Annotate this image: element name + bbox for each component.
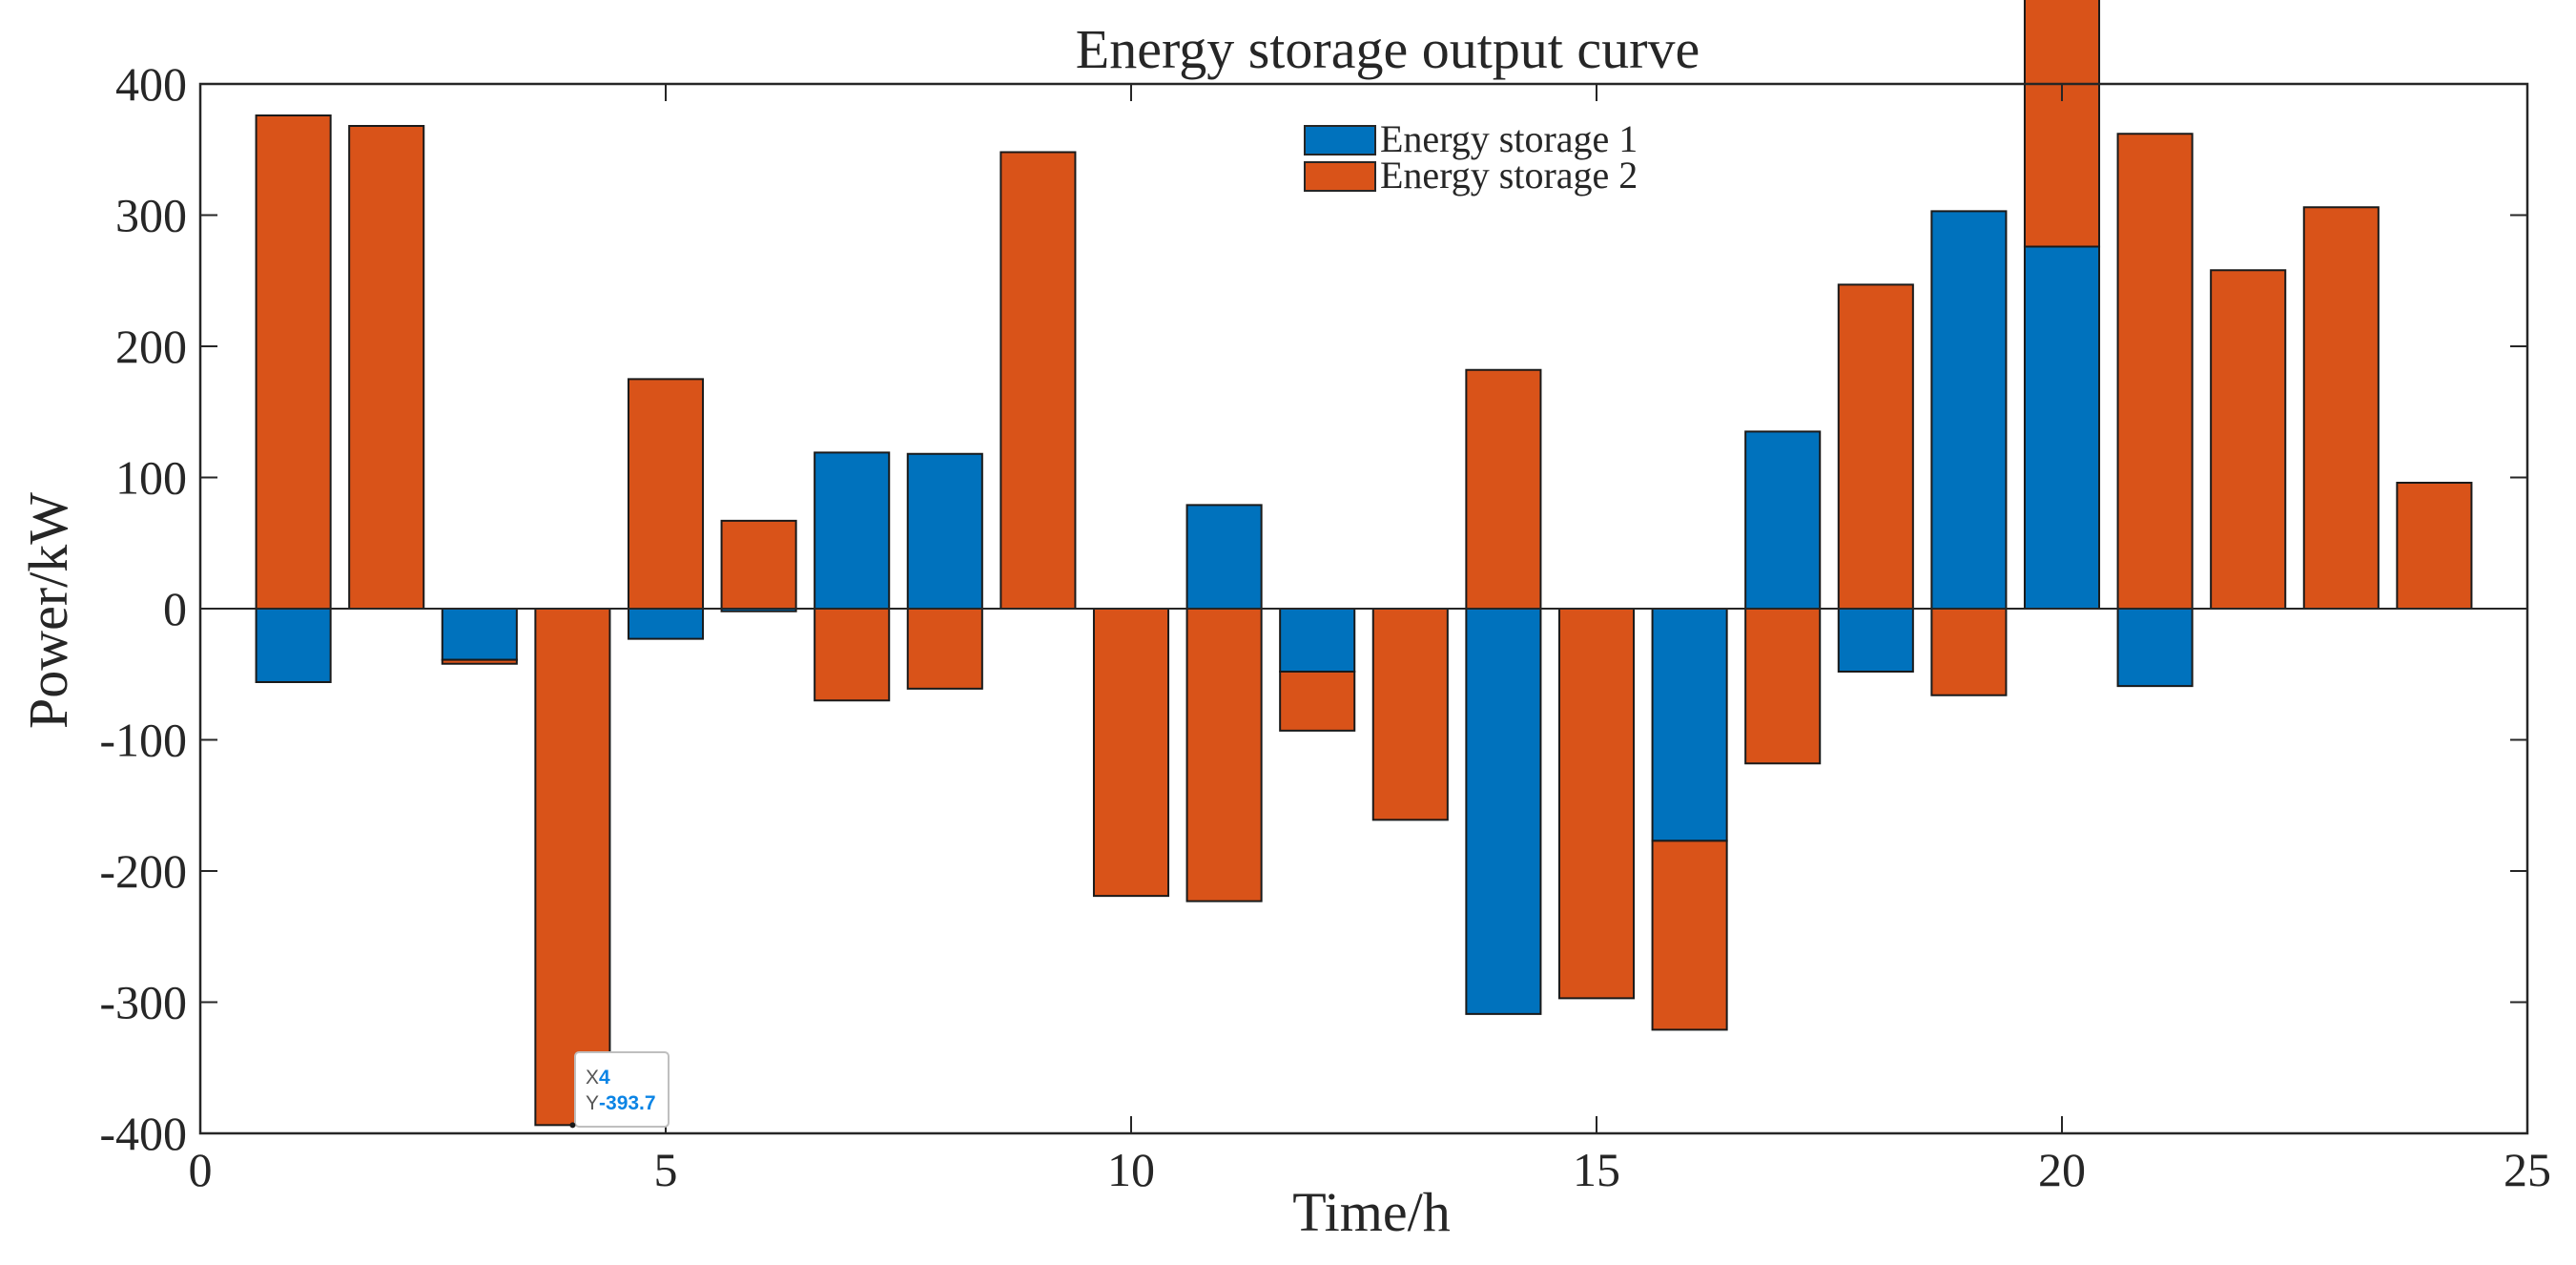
datatip-y-value: -393.7 xyxy=(599,1092,656,1114)
y-tick-label: 300 xyxy=(115,189,187,242)
x-tick-label: 25 xyxy=(2504,1143,2551,1196)
bar-energy-storage-2-t4[interactable] xyxy=(534,608,611,1127)
bar-energy-storage-2-t14[interactable] xyxy=(1465,368,1542,610)
bar-energy-storage-2-t9[interactable] xyxy=(999,151,1077,610)
bar-energy-storage-2-t17[interactable] xyxy=(1744,608,1822,765)
bar-energy-storage-1-t5[interactable] xyxy=(627,608,705,640)
bar-energy-storage-1-t12[interactable] xyxy=(1279,608,1356,673)
bar-energy-storage-1-t19[interactable] xyxy=(1930,210,2008,610)
bar-energy-storage-1-t16[interactable] xyxy=(1651,608,1728,842)
legend-label-energy-storage-1: Energy storage 1 xyxy=(1380,117,1638,160)
bars-layer xyxy=(255,0,2473,1127)
datatip[interactable]: X4 Y-393.7 xyxy=(569,1051,670,1129)
legend-swatch-energy-storage-1 xyxy=(1304,125,1376,156)
bar-energy-storage-2-t18[interactable] xyxy=(1837,283,1914,610)
bar-energy-storage-2-t5[interactable] xyxy=(627,378,705,610)
datatip-x-value: 4 xyxy=(599,1067,610,1089)
legend[interactable]: Energy storage 1 Energy storage 2 xyxy=(1304,117,1638,197)
y-tick-label: -100 xyxy=(99,714,187,767)
y-tick-label: -300 xyxy=(99,976,187,1029)
bar-energy-storage-2-t23[interactable] xyxy=(2302,206,2380,610)
bar-energy-storage-2-t22[interactable] xyxy=(2210,269,2287,610)
bar-energy-storage-1-t20[interactable] xyxy=(2023,245,2101,610)
legend-swatch-energy-storage-2 xyxy=(1304,161,1376,192)
x-tick-label: 5 xyxy=(654,1143,678,1196)
bar-energy-storage-1-t7[interactable] xyxy=(814,451,891,610)
bar-energy-storage-2-t10[interactable] xyxy=(1092,608,1170,898)
y-tick-label: 400 xyxy=(115,57,187,111)
bar-energy-storage-2-t16[interactable] xyxy=(1651,840,1728,1031)
y-tick-label: -400 xyxy=(99,1107,187,1160)
y-axis-title: Power/kW xyxy=(17,492,79,729)
bar-energy-storage-2-t1[interactable] xyxy=(255,114,332,610)
y-tick-label: -200 xyxy=(99,844,187,898)
datatip-marker xyxy=(569,1122,576,1129)
bar-energy-storage-1-t17[interactable] xyxy=(1744,430,1822,610)
legend-label-energy-storage-2: Energy storage 2 xyxy=(1380,154,1638,197)
bar-energy-storage-1-t3[interactable] xyxy=(441,608,518,661)
bar-energy-storage-1-t11[interactable] xyxy=(1185,504,1263,610)
bar-energy-storage-2-t11[interactable] xyxy=(1185,608,1263,902)
bar-energy-storage-2-t20[interactable] xyxy=(2023,0,2101,248)
datatip-y-row: Y-393.7 xyxy=(586,1092,656,1114)
bar-energy-storage-1-t18[interactable] xyxy=(1837,608,1914,673)
y-tick-label: 0 xyxy=(163,582,187,635)
datatip-box xyxy=(574,1051,670,1128)
bar-energy-storage-2-t8[interactable] xyxy=(906,608,983,690)
bar-energy-storage-1-t8[interactable] xyxy=(906,452,983,610)
x-axis-title: Time/h xyxy=(1292,1181,1450,1243)
chart-title: Energy storage output curve xyxy=(1076,18,1700,80)
y-tick-label: 200 xyxy=(115,320,187,373)
x-tick-label: 20 xyxy=(2038,1143,2086,1196)
bar-energy-storage-2-t3[interactable] xyxy=(441,658,518,665)
bar-energy-storage-2-t6[interactable] xyxy=(720,519,797,610)
axis-ticks xyxy=(199,83,2528,1134)
x-tick-label: 10 xyxy=(1107,1143,1155,1196)
bar-energy-storage-1-t14[interactable] xyxy=(1465,608,1542,1015)
datatip-x-label: X xyxy=(586,1067,599,1089)
bar-energy-storage-1-t21[interactable] xyxy=(2116,608,2194,688)
bar-energy-storage-2-t12[interactable] xyxy=(1279,671,1356,732)
tick-labels: 0 5 10 15 20 25 400 300 200 100 0 -100 -200 -300 -400 xyxy=(99,57,2551,1196)
x-tick-label: 0 xyxy=(189,1143,213,1196)
bar-energy-storage-2-t21[interactable] xyxy=(2116,133,2194,610)
bar-energy-storage-1-t1[interactable] xyxy=(255,608,332,683)
datatip-x-row: X4 xyxy=(586,1067,610,1089)
datatip-y-label: Y xyxy=(586,1092,599,1114)
bar-energy-storage-2-t15[interactable] xyxy=(1557,608,1636,1000)
bar-energy-storage-2-t19[interactable] xyxy=(1930,608,2008,696)
bar-energy-storage-2-t2[interactable] xyxy=(348,125,425,610)
bar-energy-storage-2-t13[interactable] xyxy=(1371,608,1449,821)
y-tick-label: 100 xyxy=(115,451,187,505)
bar-energy-storage-2-t24[interactable] xyxy=(2396,482,2473,610)
bar-energy-storage-2-t7[interactable] xyxy=(814,608,891,702)
x-tick-label: 15 xyxy=(1573,1143,1620,1196)
